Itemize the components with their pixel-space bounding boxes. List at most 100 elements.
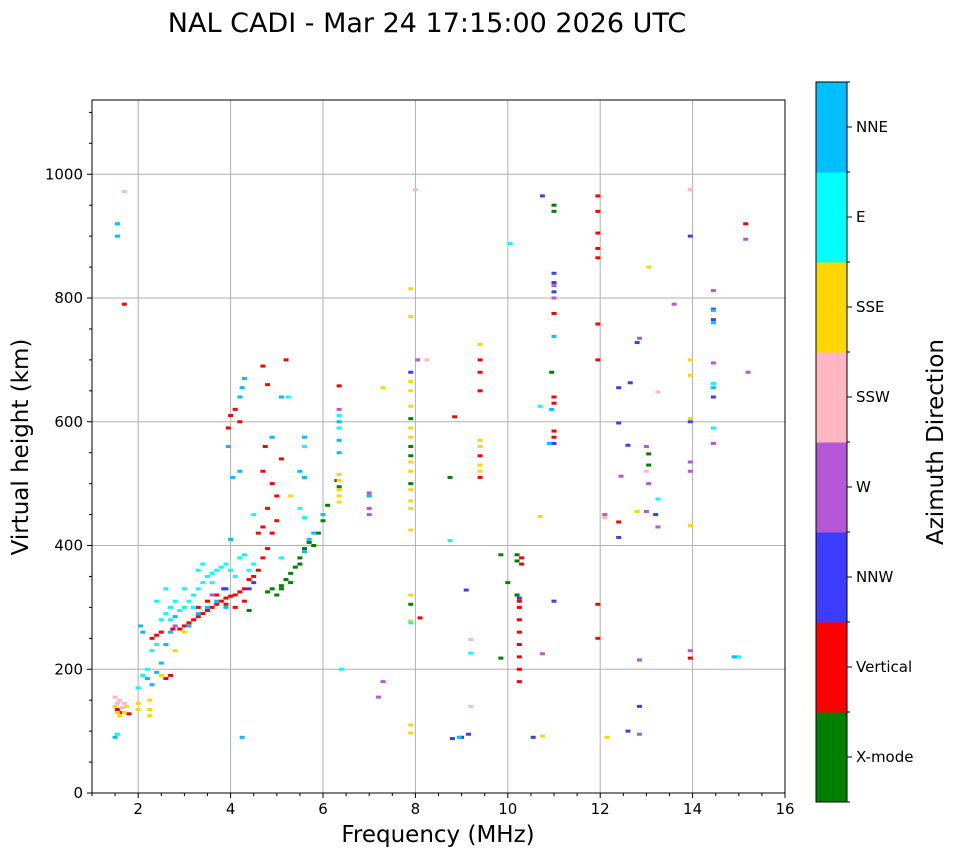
data-point — [112, 704, 118, 708]
data-point — [408, 315, 414, 319]
data-point — [687, 460, 693, 464]
data-point — [251, 581, 257, 585]
x-tick-label: 8 — [411, 800, 421, 818]
data-point — [745, 370, 751, 374]
colorbar-label-vertical: Vertical — [856, 658, 912, 676]
data-point — [302, 550, 308, 554]
data-point — [147, 698, 153, 702]
data-point — [251, 513, 257, 517]
data-point — [687, 373, 693, 377]
data-point — [278, 457, 284, 461]
data-point — [646, 452, 652, 456]
data-point — [205, 608, 210, 612]
data-point — [687, 417, 693, 421]
data-point — [297, 469, 303, 473]
data-point — [551, 401, 557, 405]
data-point — [177, 608, 183, 612]
y-tick-label: 200 — [54, 660, 83, 678]
data-point — [195, 568, 201, 572]
data-point — [710, 289, 716, 293]
colorbar-label-nne: NNE — [856, 118, 888, 136]
data-point — [516, 599, 522, 603]
data-point — [278, 587, 284, 591]
x-tick-label: 2 — [133, 800, 143, 818]
data-point — [336, 414, 342, 418]
data-point — [265, 506, 271, 510]
series-e — [114, 242, 742, 736]
data-point — [274, 593, 280, 597]
data-point — [408, 287, 414, 291]
data-point — [172, 599, 178, 603]
data-point — [225, 426, 231, 430]
data-point — [636, 732, 642, 736]
data-point — [269, 531, 275, 535]
data-point — [306, 537, 312, 541]
y-tick-label: 800 — [54, 289, 83, 307]
data-point — [743, 237, 749, 241]
data-point — [687, 358, 693, 362]
data-point — [154, 643, 160, 646]
data-point — [214, 602, 220, 606]
data-point — [246, 578, 252, 582]
data-point — [731, 655, 737, 659]
data-point — [186, 599, 192, 603]
data-point — [602, 513, 608, 517]
data-point — [643, 509, 649, 513]
data-point — [154, 670, 160, 674]
data-point — [191, 618, 197, 622]
data-point — [168, 605, 174, 609]
colorbar-swatch-x-mode — [816, 712, 847, 803]
data-point — [325, 503, 331, 507]
data-point — [366, 491, 372, 495]
data-point — [477, 342, 483, 346]
data-point — [237, 395, 243, 399]
data-point — [218, 599, 224, 603]
x-tick-label: 16 — [775, 800, 794, 818]
data-point — [687, 656, 693, 660]
series-sse — [112, 265, 693, 739]
data-point — [710, 386, 716, 390]
series-x-mode — [246, 203, 652, 662]
data-point — [114, 234, 120, 238]
data-point — [539, 734, 545, 738]
data-point — [408, 435, 414, 439]
data-point — [228, 537, 234, 541]
grid-lines — [92, 100, 785, 793]
data-point — [743, 222, 749, 226]
data-point — [408, 731, 414, 735]
data-point — [288, 494, 294, 498]
data-point — [408, 454, 414, 458]
data-point — [168, 673, 174, 677]
data-point — [687, 469, 693, 473]
colorbar-swatch-w — [816, 442, 847, 533]
data-point — [172, 649, 178, 653]
data-point — [241, 376, 247, 380]
data-point — [336, 420, 342, 424]
data-point — [477, 370, 483, 374]
data-point — [191, 605, 197, 609]
colorbar-label-w: W — [856, 478, 871, 496]
data-point — [195, 587, 201, 591]
data-point — [627, 381, 633, 385]
data-point — [223, 562, 229, 566]
data-point — [265, 590, 271, 594]
data-point — [232, 605, 238, 609]
data-point — [232, 574, 238, 578]
data-point — [549, 370, 555, 374]
data-point — [315, 531, 321, 535]
data-point — [595, 231, 601, 235]
azimuth-colorbar: X-mode Vertical NNW W SSW SSE E NNE — [815, 81, 913, 803]
data-point — [121, 701, 127, 705]
data-point — [551, 290, 557, 294]
data-point — [655, 497, 661, 501]
data-point — [114, 222, 120, 226]
data-point — [320, 513, 326, 517]
data-point — [302, 516, 308, 520]
data-point — [551, 209, 557, 213]
data-point — [338, 667, 344, 671]
data-point — [278, 584, 284, 588]
data-point — [292, 565, 298, 569]
data-point — [195, 615, 201, 619]
data-point — [687, 649, 693, 653]
data-point — [225, 445, 231, 448]
